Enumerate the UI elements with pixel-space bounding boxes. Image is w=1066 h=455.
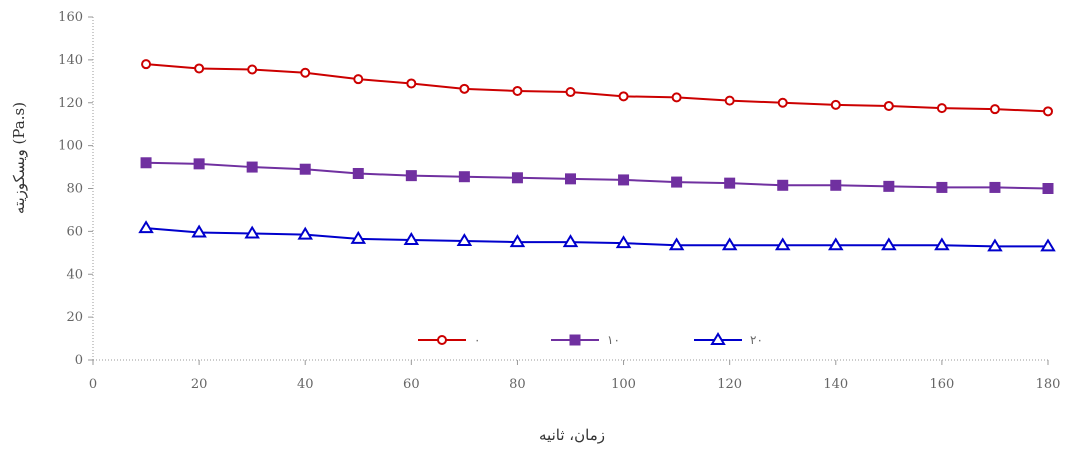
data-point-0-13 — [830, 99, 841, 110]
x-tick-label: 120 — [717, 377, 742, 392]
data-point-1-4 — [352, 167, 364, 179]
x-tick-label: 180 — [1036, 377, 1061, 392]
x-tick-label: 40 — [297, 377, 314, 392]
data-point-0-11 — [724, 95, 735, 106]
data-point-2-11 — [721, 237, 738, 251]
data-point-0-17 — [1043, 106, 1053, 117]
x-tick-label: 60 — [403, 377, 420, 392]
data-point-0-16 — [989, 104, 1000, 115]
data-point-0-9 — [618, 91, 629, 102]
y-tick-label: 80 — [66, 182, 83, 197]
x-axis-title: زمان، ثانیه — [539, 426, 605, 444]
legend-label: ۰ — [474, 333, 480, 347]
x-tick-label: 0 — [89, 377, 97, 392]
data-point-0-2 — [247, 64, 258, 75]
data-point-0-6 — [459, 83, 470, 94]
axes: 0 20 40 60 80 100 120 140 160 0 20 40 60 80 100 120 140 1… — [58, 10, 1060, 392]
data-point-0-4 — [353, 74, 364, 85]
data-point-2-8 — [562, 234, 579, 248]
data-point-0-14 — [883, 100, 894, 111]
legend-swatch-marker — [569, 334, 581, 346]
data-point-1-17 — [1042, 183, 1054, 194]
series-line-2 — [145, 227, 1048, 248]
data-point-2-2 — [244, 225, 260, 239]
series-0 — [141, 59, 1053, 117]
legend: ۰ ۱۰ ۲۰ — [418, 332, 763, 347]
legend-item-0: ۰ — [418, 333, 480, 347]
data-point-0-12 — [777, 97, 788, 108]
x-tick-label: 100 — [611, 377, 636, 392]
data-point-1-13 — [830, 179, 842, 191]
x-tick-label: 80 — [509, 377, 526, 392]
data-point-0-0 — [141, 59, 152, 70]
data-point-1-1 — [193, 158, 205, 170]
data-point-2-15 — [934, 237, 950, 251]
y-tick-label: 120 — [58, 96, 83, 111]
data-point-1-6 — [458, 171, 470, 183]
series-1 — [140, 157, 1054, 194]
data-point-1-15 — [936, 181, 948, 193]
data-point-1-0 — [140, 157, 152, 169]
legend-item-2: ۲۰ — [694, 332, 763, 347]
y-tick-label: 100 — [58, 139, 83, 154]
y-tick-label: 60 — [66, 224, 83, 239]
legend-item-1: ۱۰ — [551, 333, 620, 347]
data-point-0-7 — [512, 85, 523, 96]
data-point-0-3 — [300, 67, 311, 78]
data-point-2-17 — [1040, 238, 1056, 252]
legend-label: ۱۰ — [607, 333, 620, 347]
legend-swatch-marker — [437, 335, 447, 345]
series-layer — [138, 59, 1056, 252]
y-tick-label: 40 — [66, 267, 83, 282]
data-point-1-7 — [511, 172, 523, 184]
data-point-1-2 — [246, 161, 258, 173]
data-point-0-8 — [565, 87, 576, 98]
data-point-0-15 — [936, 103, 947, 114]
data-point-0-1 — [194, 63, 205, 74]
y-tick-label: 160 — [58, 10, 83, 25]
data-point-2-7 — [509, 234, 526, 248]
legend-label: ۲۰ — [750, 333, 763, 347]
series-2 — [138, 220, 1056, 252]
data-point-2-9 — [615, 235, 632, 249]
data-point-2-1 — [191, 224, 207, 238]
x-tick-label: 140 — [823, 377, 848, 392]
x-tick-label: 160 — [929, 377, 954, 392]
data-point-2-16 — [987, 238, 1003, 252]
data-point-2-10 — [668, 237, 685, 251]
data-point-2-0 — [138, 220, 154, 234]
data-point-1-10 — [671, 176, 683, 188]
legend-swatch-marker — [710, 332, 726, 345]
x-tick-label: 20 — [191, 377, 208, 392]
data-point-1-3 — [299, 163, 311, 175]
data-point-1-14 — [883, 180, 895, 192]
data-point-2-14 — [881, 237, 897, 251]
y-axis-title: ویسکوزیته (Pa.s) — [10, 102, 28, 214]
data-point-1-5 — [405, 170, 417, 182]
data-point-2-5 — [403, 232, 420, 245]
data-point-0-5 — [406, 78, 417, 89]
data-point-0-10 — [671, 92, 682, 103]
y-tick-label: 0 — [75, 353, 83, 368]
data-point-1-11 — [724, 177, 736, 189]
data-point-1-9 — [618, 174, 630, 186]
data-point-2-3 — [297, 226, 313, 240]
y-tick-label: 20 — [66, 310, 83, 325]
data-point-1-8 — [565, 173, 576, 185]
data-point-1-12 — [777, 179, 789, 191]
data-point-1-16 — [989, 181, 1001, 193]
data-point-2-12 — [774, 237, 791, 251]
series-line-0 — [145, 63, 1049, 113]
y-tick-label: 140 — [58, 53, 83, 68]
series-line-1 — [146, 161, 1049, 190]
data-point-2-13 — [828, 237, 844, 251]
data-point-2-6 — [456, 233, 473, 247]
data-point-2-4 — [350, 230, 367, 244]
